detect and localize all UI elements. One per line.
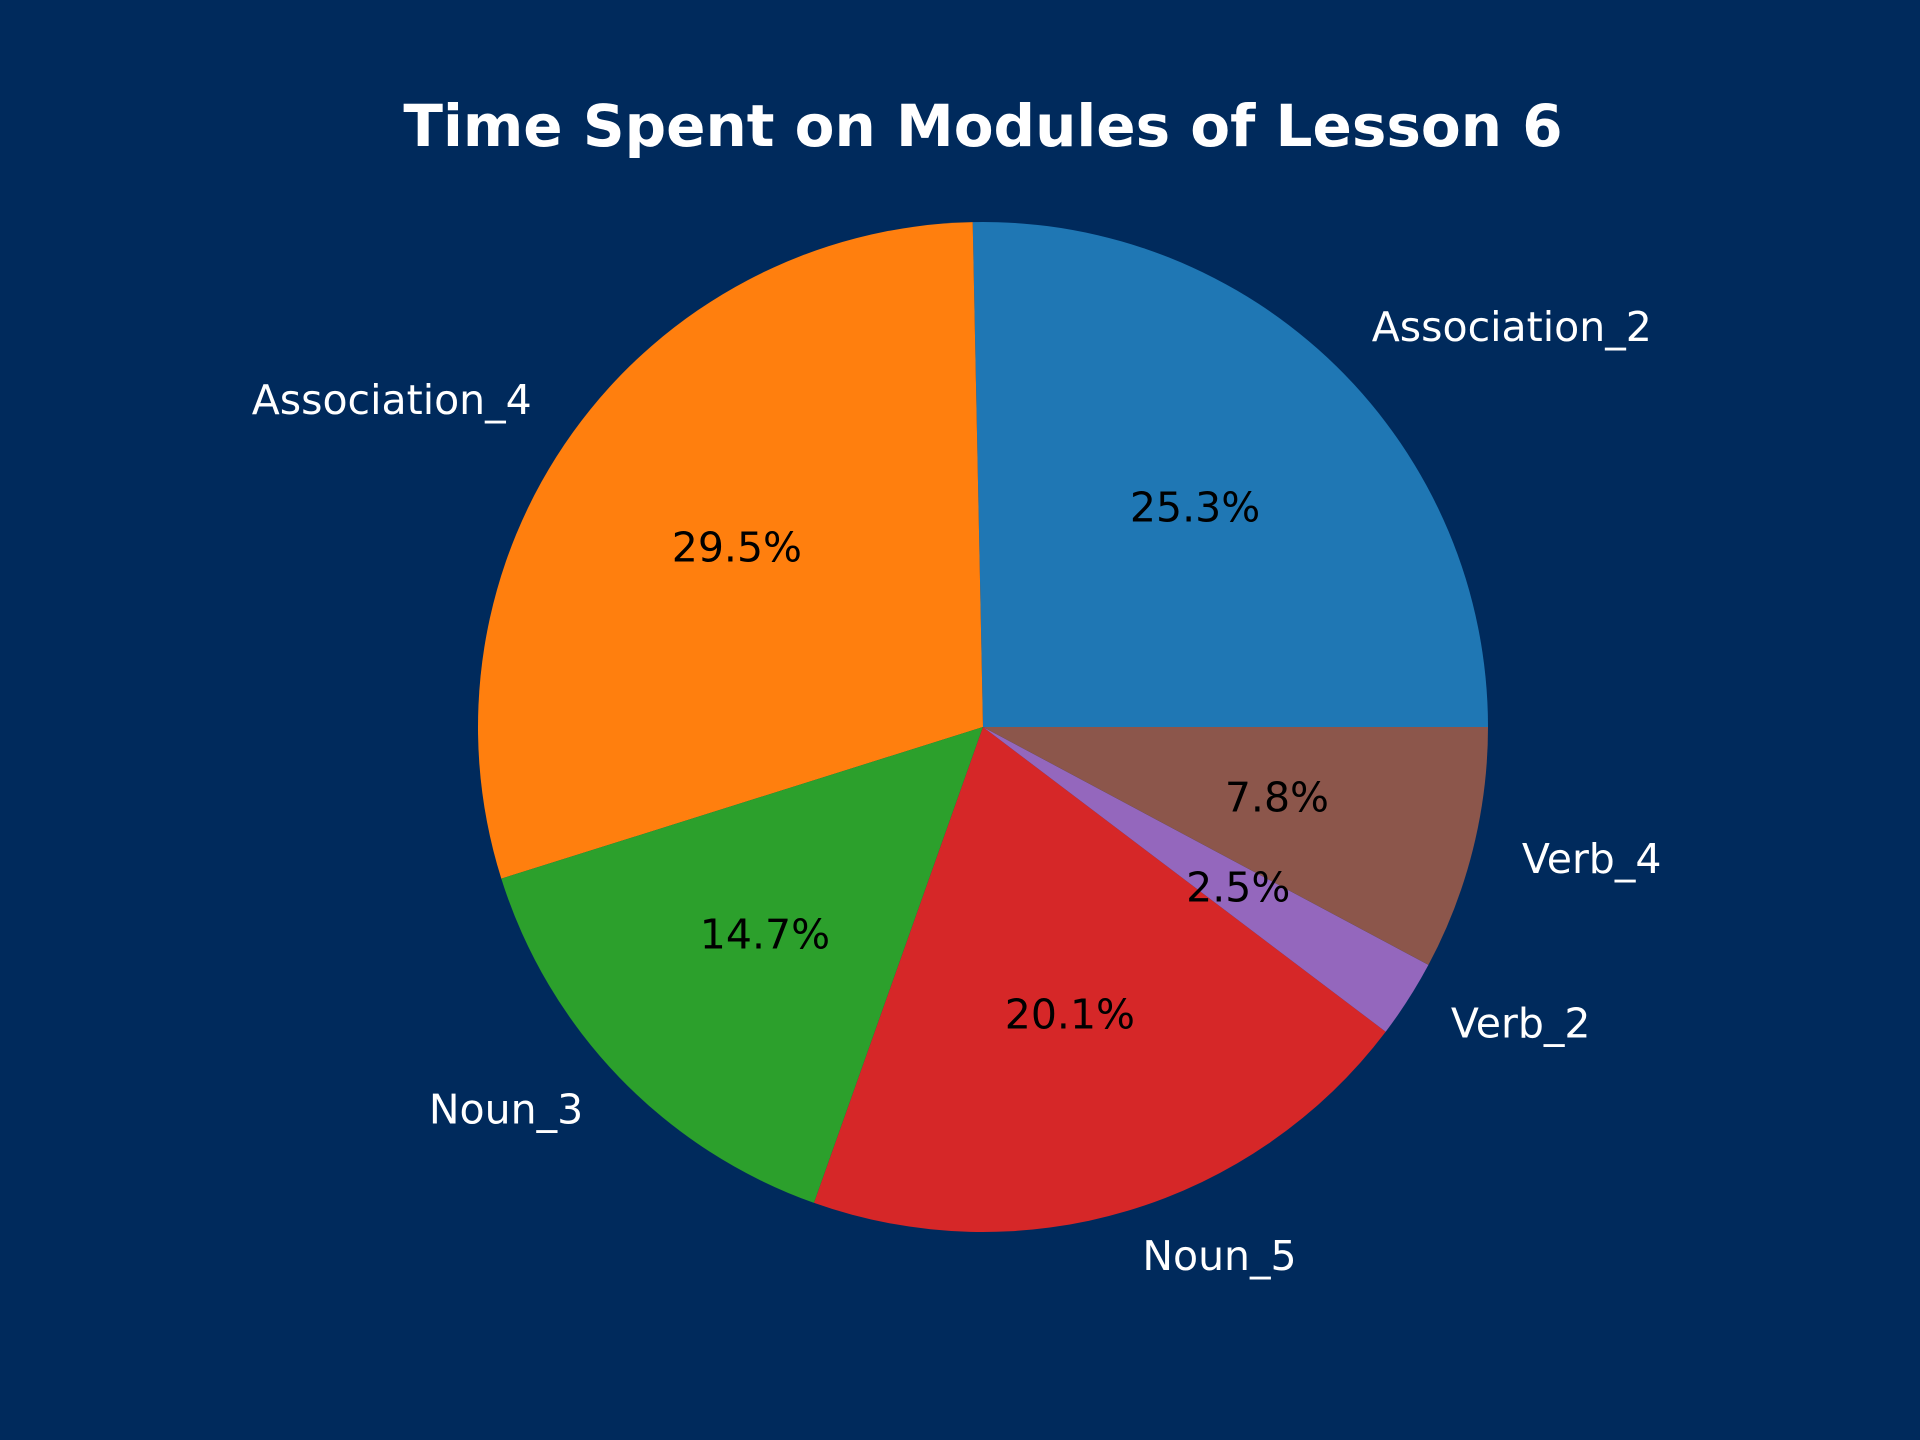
pie-slice-verb-4 <box>983 727 1488 965</box>
pie-slice-verb-2 <box>983 727 1429 1032</box>
pct-label-noun-5: 20.1% <box>1005 990 1135 1038</box>
slice-label-noun-3: Noun_3 <box>429 1086 583 1134</box>
slice-label-noun-5: Noun_5 <box>1142 1232 1296 1280</box>
pct-label-noun-3: 14.7% <box>700 910 830 958</box>
pie-slice-noun-3 <box>501 727 983 1203</box>
pct-label-association-2: 25.3% <box>1130 484 1260 532</box>
chart-title: Time Spent on Modules of Lesson 6 <box>403 92 1562 160</box>
pie-labels: Association_2 25.3% Association_4 29.5% Noun… <box>252 303 1662 1280</box>
pie-slice-noun-5 <box>814 727 1386 1232</box>
slice-label-verb-4: Verb_4 <box>1522 835 1662 883</box>
slice-label-association-4: Association_4 <box>252 376 532 424</box>
pie-slices <box>477 222 1488 1232</box>
pie-slice-association-4 <box>477 222 983 879</box>
pct-label-verb-4: 7.8% <box>1225 774 1329 822</box>
pct-label-verb-2: 2.5% <box>1186 863 1290 911</box>
pie-slice-association-2 <box>972 222 1488 728</box>
pct-label-association-4: 29.5% <box>672 523 802 571</box>
slice-label-association-2: Association_2 <box>1372 303 1652 351</box>
slice-label-verb-2: Verb_2 <box>1451 999 1591 1047</box>
